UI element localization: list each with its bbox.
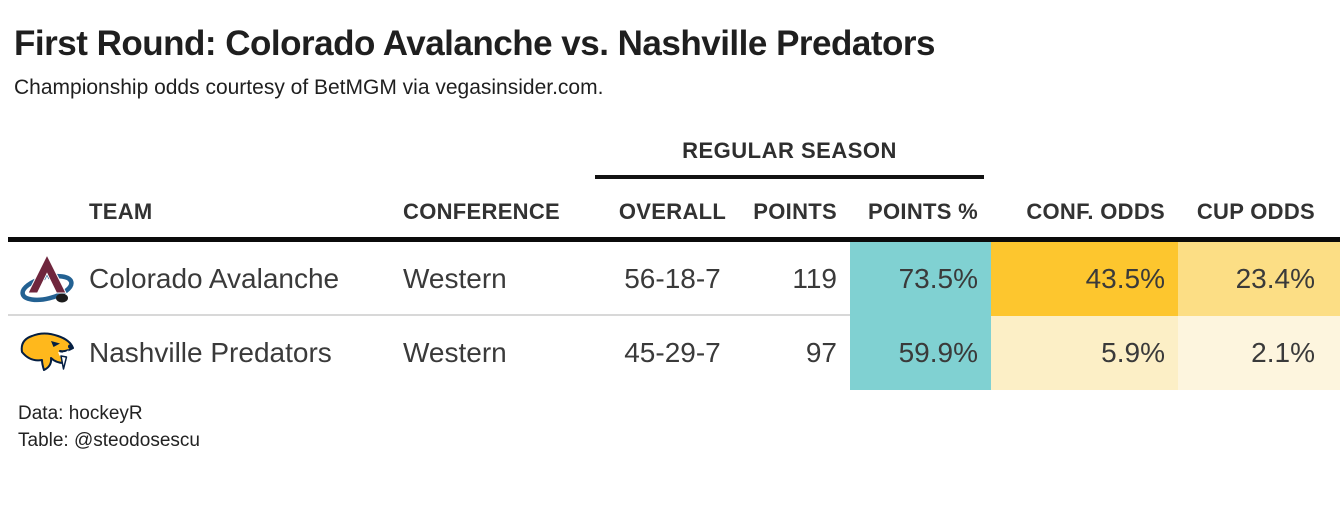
playoff-odds-table: REGULAR SEASON TEAM CONFERENCE OVERALL P… [8, 138, 1340, 390]
points: 119 [792, 263, 837, 294]
team-name: Colorado Avalanche [89, 263, 340, 294]
col-header-overall: OVERALL [618, 198, 727, 224]
table-footer: Data: hockeyR Table: @steodosescu [18, 400, 1340, 454]
spanner-row: REGULAR SEASON [8, 138, 1340, 186]
col-header-team: TEAM [89, 198, 153, 224]
page-title: First Round: Colorado Avalanche vs. Nash… [14, 24, 935, 63]
points-pct: 59.9% [850, 316, 991, 390]
table-row-predators: Nashville Predators Western 45-29-7 97 5… [8, 316, 1340, 390]
conference: Western [403, 263, 507, 294]
points: 97 [805, 337, 837, 368]
predators-logo-icon [8, 316, 85, 390]
table-credit-note: Table: @steodosescu [18, 430, 200, 451]
data-source-note: Data: hockeyR [18, 403, 143, 424]
col-header-conference: CONFERENCE [403, 198, 561, 224]
col-header-cup-odds: CUP ODDS [1196, 198, 1315, 224]
conference: Western [403, 337, 507, 368]
points-pct: 73.5% [850, 242, 991, 316]
table-row-avalanche: Colorado Avalanche Western 56-18-7 119 7… [8, 242, 1340, 316]
page: First Round: Colorado Avalanche vs. Nash… [0, 24, 1340, 514]
col-header-points-pct: POINTS % [868, 198, 978, 224]
team-name: Nashville Predators [89, 337, 332, 368]
overall-record: 56-18-7 [624, 263, 721, 294]
conf-odds: 43.5% [991, 242, 1178, 316]
avalanche-logo-icon [8, 242, 85, 316]
conf-odds: 5.9% [991, 316, 1178, 390]
regular-season-spanner: REGULAR SEASON [595, 138, 984, 179]
column-header-row: TEAM CONFERENCE OVERALL POINTS POINTS % … [8, 186, 1340, 242]
cup-odds: 23.4% [1178, 242, 1340, 316]
cup-odds: 2.1% [1178, 316, 1340, 390]
overall-record: 45-29-7 [624, 337, 721, 368]
page-subtitle: Championship odds courtesy of BetMGM via… [14, 76, 604, 99]
col-header-conf-odds: CONF. ODDS [1026, 198, 1165, 224]
col-header-points: POINTS [753, 198, 837, 224]
